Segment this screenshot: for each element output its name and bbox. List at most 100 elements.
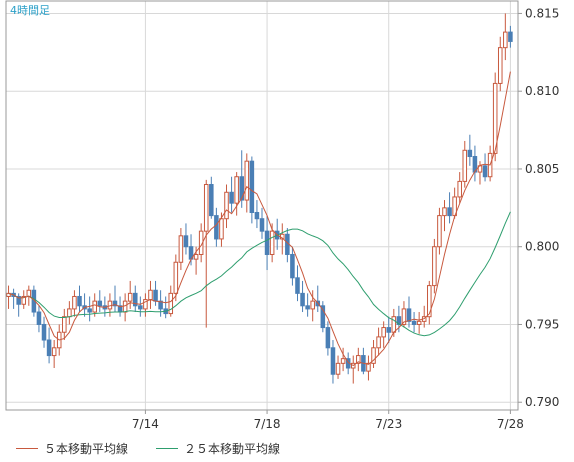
ma25-line <box>8 211 511 337</box>
candle-up <box>492 72 498 162</box>
candle-body <box>178 235 184 263</box>
candle-body <box>127 292 133 302</box>
candle-down <box>290 246 295 286</box>
candle-up <box>457 172 462 204</box>
candle-up <box>148 280 153 309</box>
candle-body <box>508 31 513 42</box>
candle-up <box>6 285 11 309</box>
candle-down <box>11 288 16 309</box>
candle-body <box>41 323 47 341</box>
candle-up <box>437 207 442 255</box>
candle-body <box>492 82 498 154</box>
candle-up <box>497 36 503 92</box>
candle-body <box>295 277 300 294</box>
candle-up <box>203 179 209 328</box>
candle-body <box>503 31 508 49</box>
legend-item-ma5: ５本移動平均線 <box>16 440 128 457</box>
candle-up <box>442 200 447 232</box>
candle-down <box>361 347 366 375</box>
candle-up <box>234 172 239 216</box>
candle-body <box>310 300 315 310</box>
candle-body <box>391 316 397 333</box>
candle-up <box>143 293 148 317</box>
candle-up <box>178 228 184 271</box>
candle-down <box>482 153 488 182</box>
candle-body <box>467 149 473 158</box>
candle-body <box>249 160 255 213</box>
candle-body <box>173 261 179 294</box>
chart-legend: ５本移動平均線 ２５本移動平均線 <box>0 434 574 462</box>
candle-body <box>427 285 432 318</box>
candle-body <box>411 320 417 325</box>
candle-down <box>46 327 52 364</box>
candle-down <box>36 305 42 333</box>
candle-body <box>330 347 336 375</box>
y-tick-label: 0.795 <box>525 317 559 331</box>
candle-body <box>381 327 386 338</box>
candle-down <box>82 293 87 317</box>
candle-up <box>62 308 67 341</box>
candle-body <box>406 308 412 322</box>
grid-lines <box>6 1 518 410</box>
candle-down <box>386 316 392 344</box>
candle-body <box>259 218 265 232</box>
candle-body <box>77 295 82 307</box>
candle-up <box>335 355 341 379</box>
candle-down <box>132 285 138 313</box>
candle-down <box>285 228 290 263</box>
candle-up <box>381 321 386 348</box>
y-tick-label: 0.815 <box>525 6 559 20</box>
candle-body <box>305 305 310 310</box>
candle-down <box>325 321 331 356</box>
candle-down <box>472 145 478 182</box>
candle-up <box>310 290 315 322</box>
candle-down <box>249 156 255 224</box>
candle-body <box>335 362 341 375</box>
candle-down <box>295 265 300 302</box>
candle-body <box>138 305 143 310</box>
legend-label-ma5: ５本移動平均線 <box>44 442 129 456</box>
candle-up <box>224 184 229 229</box>
candle-body <box>462 149 468 182</box>
candle-down <box>16 293 21 317</box>
candle-up <box>127 280 133 309</box>
candle-body <box>442 207 447 217</box>
candle-body <box>148 289 153 301</box>
ma25-legend-swatch <box>156 448 178 449</box>
candle-body <box>97 300 103 307</box>
candle-down <box>138 296 143 317</box>
candle-body <box>254 211 260 220</box>
candle-up <box>376 327 381 356</box>
candle-body <box>72 295 77 310</box>
candle-body <box>112 300 118 307</box>
candle-body <box>340 358 346 364</box>
candle-body <box>290 253 295 279</box>
candle-body <box>122 300 128 313</box>
candle-down <box>300 280 305 313</box>
ma5-legend-swatch <box>16 448 38 449</box>
candle-body <box>224 191 229 220</box>
candle-down <box>259 207 265 239</box>
ma5-line <box>8 71 511 367</box>
candle-body <box>168 292 174 315</box>
candle-down <box>77 285 82 313</box>
candle-body <box>62 316 67 333</box>
candle-down <box>447 192 452 224</box>
candle-body <box>193 253 199 260</box>
candle-body <box>432 246 437 287</box>
candle-down <box>330 340 336 384</box>
candle-up <box>72 290 77 317</box>
candle-down <box>87 296 92 322</box>
candle-body <box>67 308 72 318</box>
candle-body <box>356 355 361 364</box>
candle-body <box>219 218 224 240</box>
candle-down <box>406 296 412 328</box>
x-tick-label: 7/23 <box>375 417 402 431</box>
candle-body <box>36 311 42 325</box>
candle-body <box>320 305 326 329</box>
candle-down <box>320 301 326 333</box>
candle-body <box>269 230 275 255</box>
candle-body <box>482 165 488 178</box>
